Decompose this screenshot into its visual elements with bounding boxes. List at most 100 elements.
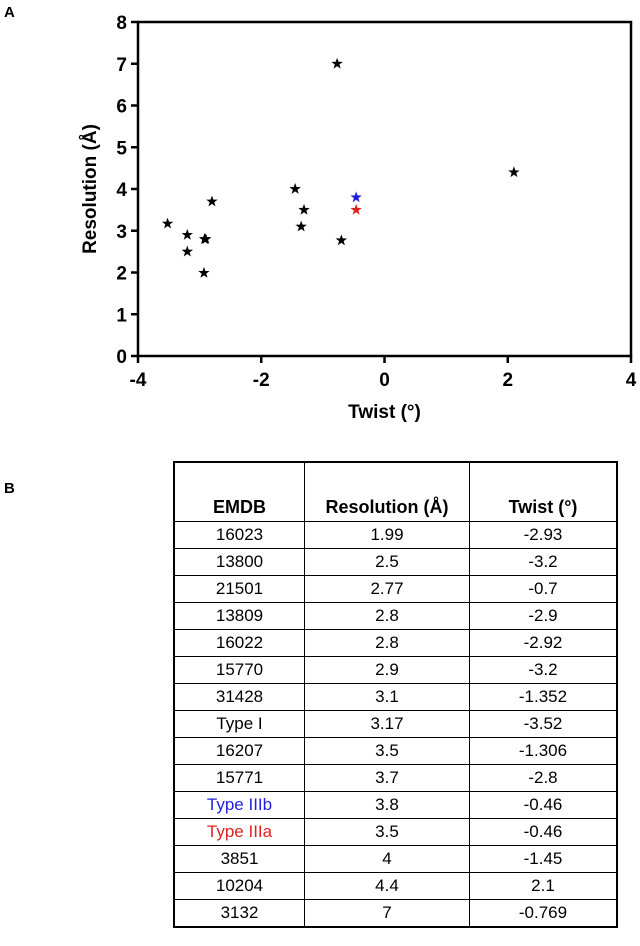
y-tick-label: 5 [116, 138, 127, 159]
cell-twist: -0.46 [469, 791, 618, 819]
cell-resolution: 3.5 [304, 737, 470, 765]
data-point-star [161, 217, 174, 229]
cell-twist: -2.9 [469, 602, 618, 630]
scatter-chart: -4 -2 0 2 4 0 1 2 3 4 5 6 7 8 Twist (°) Resolution (Å… [80, 13, 637, 423]
cell-resolution: 1.99 [304, 521, 470, 549]
cell-emdb: Type IIIa [173, 818, 305, 846]
data-point-star [181, 245, 194, 257]
table-row: 16022 2.8 -2.92 [173, 629, 618, 657]
cell-resolution: 4.4 [304, 872, 470, 900]
cell-twist: -3.52 [469, 710, 618, 738]
data-point-star [295, 220, 307, 232]
table-row: 16207 3.5 -1.306 [173, 737, 618, 765]
cell-resolution: 2.9 [304, 656, 470, 684]
table-row: 3132 7 -0.769 [173, 899, 618, 928]
cell-emdb: 15770 [173, 656, 305, 684]
cell-twist: 2.1 [469, 872, 618, 900]
panel-b-label: B [4, 480, 15, 497]
y-tick-label: 3 [116, 222, 127, 243]
cell-resolution: 4 [304, 845, 470, 873]
y-axis-title: Resolution (Å) [80, 124, 101, 254]
y-tick-label: 4 [116, 180, 127, 201]
data-point-star [335, 234, 348, 246]
data-table-container: EMDB Resolution (Å) Twist (°) 16023 1.99-… [173, 461, 618, 928]
x-tick-label: 2 [502, 370, 513, 391]
y-tick-label: 1 [116, 305, 127, 326]
table-row: 21501 2.77 -0.7 [173, 575, 618, 603]
table-header-row: EMDB Resolution (Å) Twist (°) [173, 461, 618, 522]
data-point-star [508, 166, 520, 178]
plot-border [136, 20, 633, 358]
cell-resolution: 2.77 [304, 575, 470, 603]
data-point-star [198, 266, 210, 278]
plot-area [136, 20, 633, 358]
cell-emdb: 21501 [173, 575, 305, 603]
cell-twist: -0.46 [469, 818, 618, 846]
table-row: 13809 2.8 -2.9 [173, 602, 618, 630]
x-tick-label: -4 [130, 370, 147, 391]
cell-twist: -1.306 [469, 737, 618, 765]
table-row: Type IIIa 3.5 -0.46 [173, 818, 618, 846]
cell-emdb: Type I [173, 710, 305, 738]
x-tick-label: 0 [379, 370, 390, 391]
y-tick-label: 8 [116, 13, 127, 34]
table-row: 16023 1.99 -2.93 [173, 521, 618, 549]
data-point-star [198, 233, 211, 244]
cell-resolution: 3.17 [304, 710, 470, 738]
data-point-star [206, 195, 218, 207]
cell-twist: -0.7 [469, 575, 618, 603]
cell-emdb: 31428 [173, 683, 305, 711]
table-row: 10204 4.4 2.1 [173, 872, 618, 900]
cell-twist: -2.93 [469, 521, 618, 549]
y-tick-label: 0 [116, 347, 127, 368]
cell-emdb: 13800 [173, 548, 305, 576]
cell-resolution: 3.7 [304, 764, 470, 792]
cell-emdb: Type IIIb [173, 791, 305, 819]
data-point-star [350, 191, 362, 203]
table-body: 16023 1.99 -2.93 13800 2.5 -3.2 21501 2.77 -0.7 1… [173, 521, 618, 928]
cell-resolution: 3.8 [304, 791, 470, 819]
table-row: 15770 2.9 -3.2 [173, 656, 618, 684]
table-row: Type IIIb 3.8 -0.46 [173, 791, 618, 819]
cell-emdb: 13809 [173, 602, 305, 630]
cell-resolution: 2.8 [304, 629, 470, 657]
y-tick-label: 2 [116, 264, 127, 285]
table-row: 31428 3.1 -1.352 [173, 683, 618, 711]
cell-resolution: 3.5 [304, 818, 470, 846]
header-twist: Twist (°) [469, 461, 618, 522]
x-tick-label: 4 [626, 370, 637, 391]
cell-emdb: 3132 [173, 899, 305, 928]
y-tick-label: 6 [116, 97, 127, 118]
cell-twist: -2.8 [469, 764, 618, 792]
table-row: 3851 4 -1.45 [173, 845, 618, 873]
cell-twist: -0.769 [469, 899, 618, 928]
axis-ticks: -4 -2 0 2 4 0 1 2 3 4 5 6 7 8 [116, 13, 636, 391]
table-row: Type I 3.17 -3.52 [173, 710, 618, 738]
data-point-star [298, 203, 310, 215]
x-axis-title: Twist (°) [348, 402, 421, 423]
cell-emdb: 16207 [173, 737, 305, 765]
cell-emdb: 10204 [173, 872, 305, 900]
data-point-star [289, 183, 301, 194]
header-resolution: Resolution (Å) [304, 461, 470, 522]
cell-emdb: 3851 [173, 845, 305, 873]
header-emdb: EMDB [173, 461, 305, 522]
cell-twist: -2.92 [469, 629, 618, 657]
cell-twist: -1.45 [469, 845, 618, 873]
data-table: EMDB Resolution (Å) Twist (°) 16023 1.99-… [173, 461, 618, 928]
cell-resolution: 7 [304, 899, 470, 928]
table-row: 15771 3.7 -2.8 [173, 764, 618, 792]
x-tick-label: -2 [253, 370, 270, 391]
table-row: 13800 2.5 -3.2 [173, 548, 618, 576]
cell-resolution: 2.8 [304, 602, 470, 630]
panel-a-label: A [4, 4, 15, 21]
y-tick-label: 7 [116, 55, 127, 76]
cell-emdb: 16023 [173, 521, 305, 549]
cell-twist: -3.2 [469, 548, 618, 576]
data-point-star [350, 203, 362, 215]
cell-emdb: 15771 [173, 764, 305, 792]
data-point-star [331, 57, 343, 69]
data-points [161, 57, 520, 278]
cell-twist: -1.352 [469, 683, 618, 711]
cell-emdb: 16022 [173, 629, 305, 657]
